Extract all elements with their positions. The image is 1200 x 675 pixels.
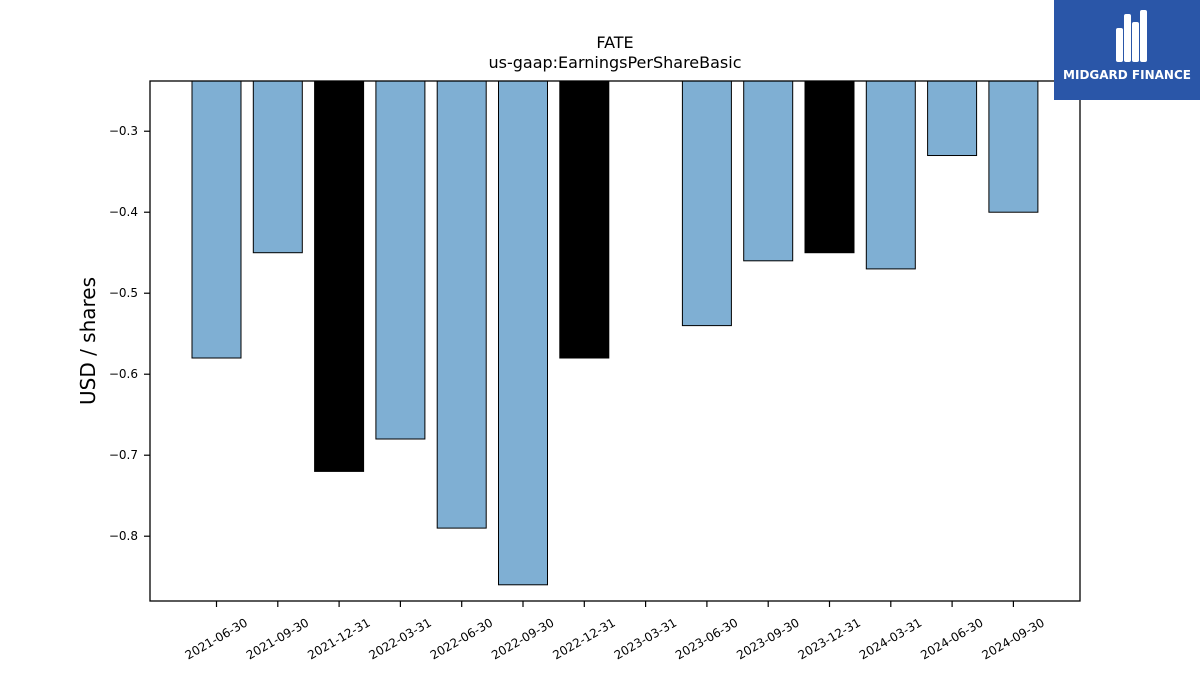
midgard-logo-icon	[1116, 10, 1147, 62]
y-tick-label: −0.8	[109, 529, 138, 543]
bar-2021-06-30	[191, 80, 242, 359]
bar-2024-09-30	[988, 80, 1039, 213]
x-tick-label: 2022-09-30	[489, 615, 556, 662]
x-tick-label: 2024-03-31	[857, 615, 924, 662]
y-tick-label: −0.5	[109, 286, 138, 300]
x-tick-label: 2023-06-30	[673, 615, 740, 662]
y-tick-label: −0.6	[109, 367, 138, 381]
y-tick-label: −0.7	[109, 448, 138, 462]
y-axis-label: USD / shares	[76, 277, 100, 405]
x-ticks-group: 2021-06-302021-09-302021-12-312022-03-31…	[183, 601, 1047, 662]
bar-2023-12-31	[804, 80, 855, 254]
y-tick-label: −0.3	[109, 124, 138, 138]
bar-2022-03-31	[375, 80, 426, 440]
bars-group	[191, 80, 1039, 586]
plot-frame	[149, 80, 1081, 602]
brand-logo: MIDGARD FINANCE	[1054, 0, 1200, 100]
bar-2022-06-30	[436, 80, 487, 529]
x-tick-label: 2024-06-30	[918, 615, 985, 662]
bar-2021-09-30	[252, 80, 303, 254]
bar-2022-12-31	[559, 80, 610, 359]
x-tick-label: 2021-12-31	[305, 615, 372, 662]
bar-2022-09-30	[498, 80, 548, 586]
x-tick-label: 2022-12-31	[550, 615, 617, 662]
x-tick-label: 2023-03-31	[612, 615, 679, 662]
x-tick-label: 2021-06-30	[183, 615, 250, 662]
bar-2023-06-30	[681, 80, 732, 327]
x-tick-label: 2024-09-30	[979, 615, 1046, 662]
x-tick-label: 2023-09-30	[734, 615, 801, 662]
x-tick-label: 2021-09-30	[244, 615, 311, 662]
bar-2023-09-30	[743, 80, 794, 262]
x-tick-label: 2022-06-30	[428, 615, 495, 662]
bar-2024-06-30	[927, 80, 978, 157]
y-tick-label: −0.4	[109, 205, 138, 219]
y-ticks-group: −0.3 −0.4 −0.5 −0.6 −0.7 −0.8	[109, 124, 150, 543]
x-tick-label: 2023-12-31	[796, 615, 863, 662]
chart-title: FATE	[596, 33, 633, 52]
bar-2024-03-31	[865, 80, 916, 270]
bar-2021-12-31	[314, 80, 365, 472]
brand-name: MIDGARD FINANCE	[1063, 68, 1191, 82]
chart-subtitle: us-gaap:EarningsPerShareBasic	[488, 53, 741, 72]
x-tick-label: 2022-03-31	[366, 615, 433, 662]
